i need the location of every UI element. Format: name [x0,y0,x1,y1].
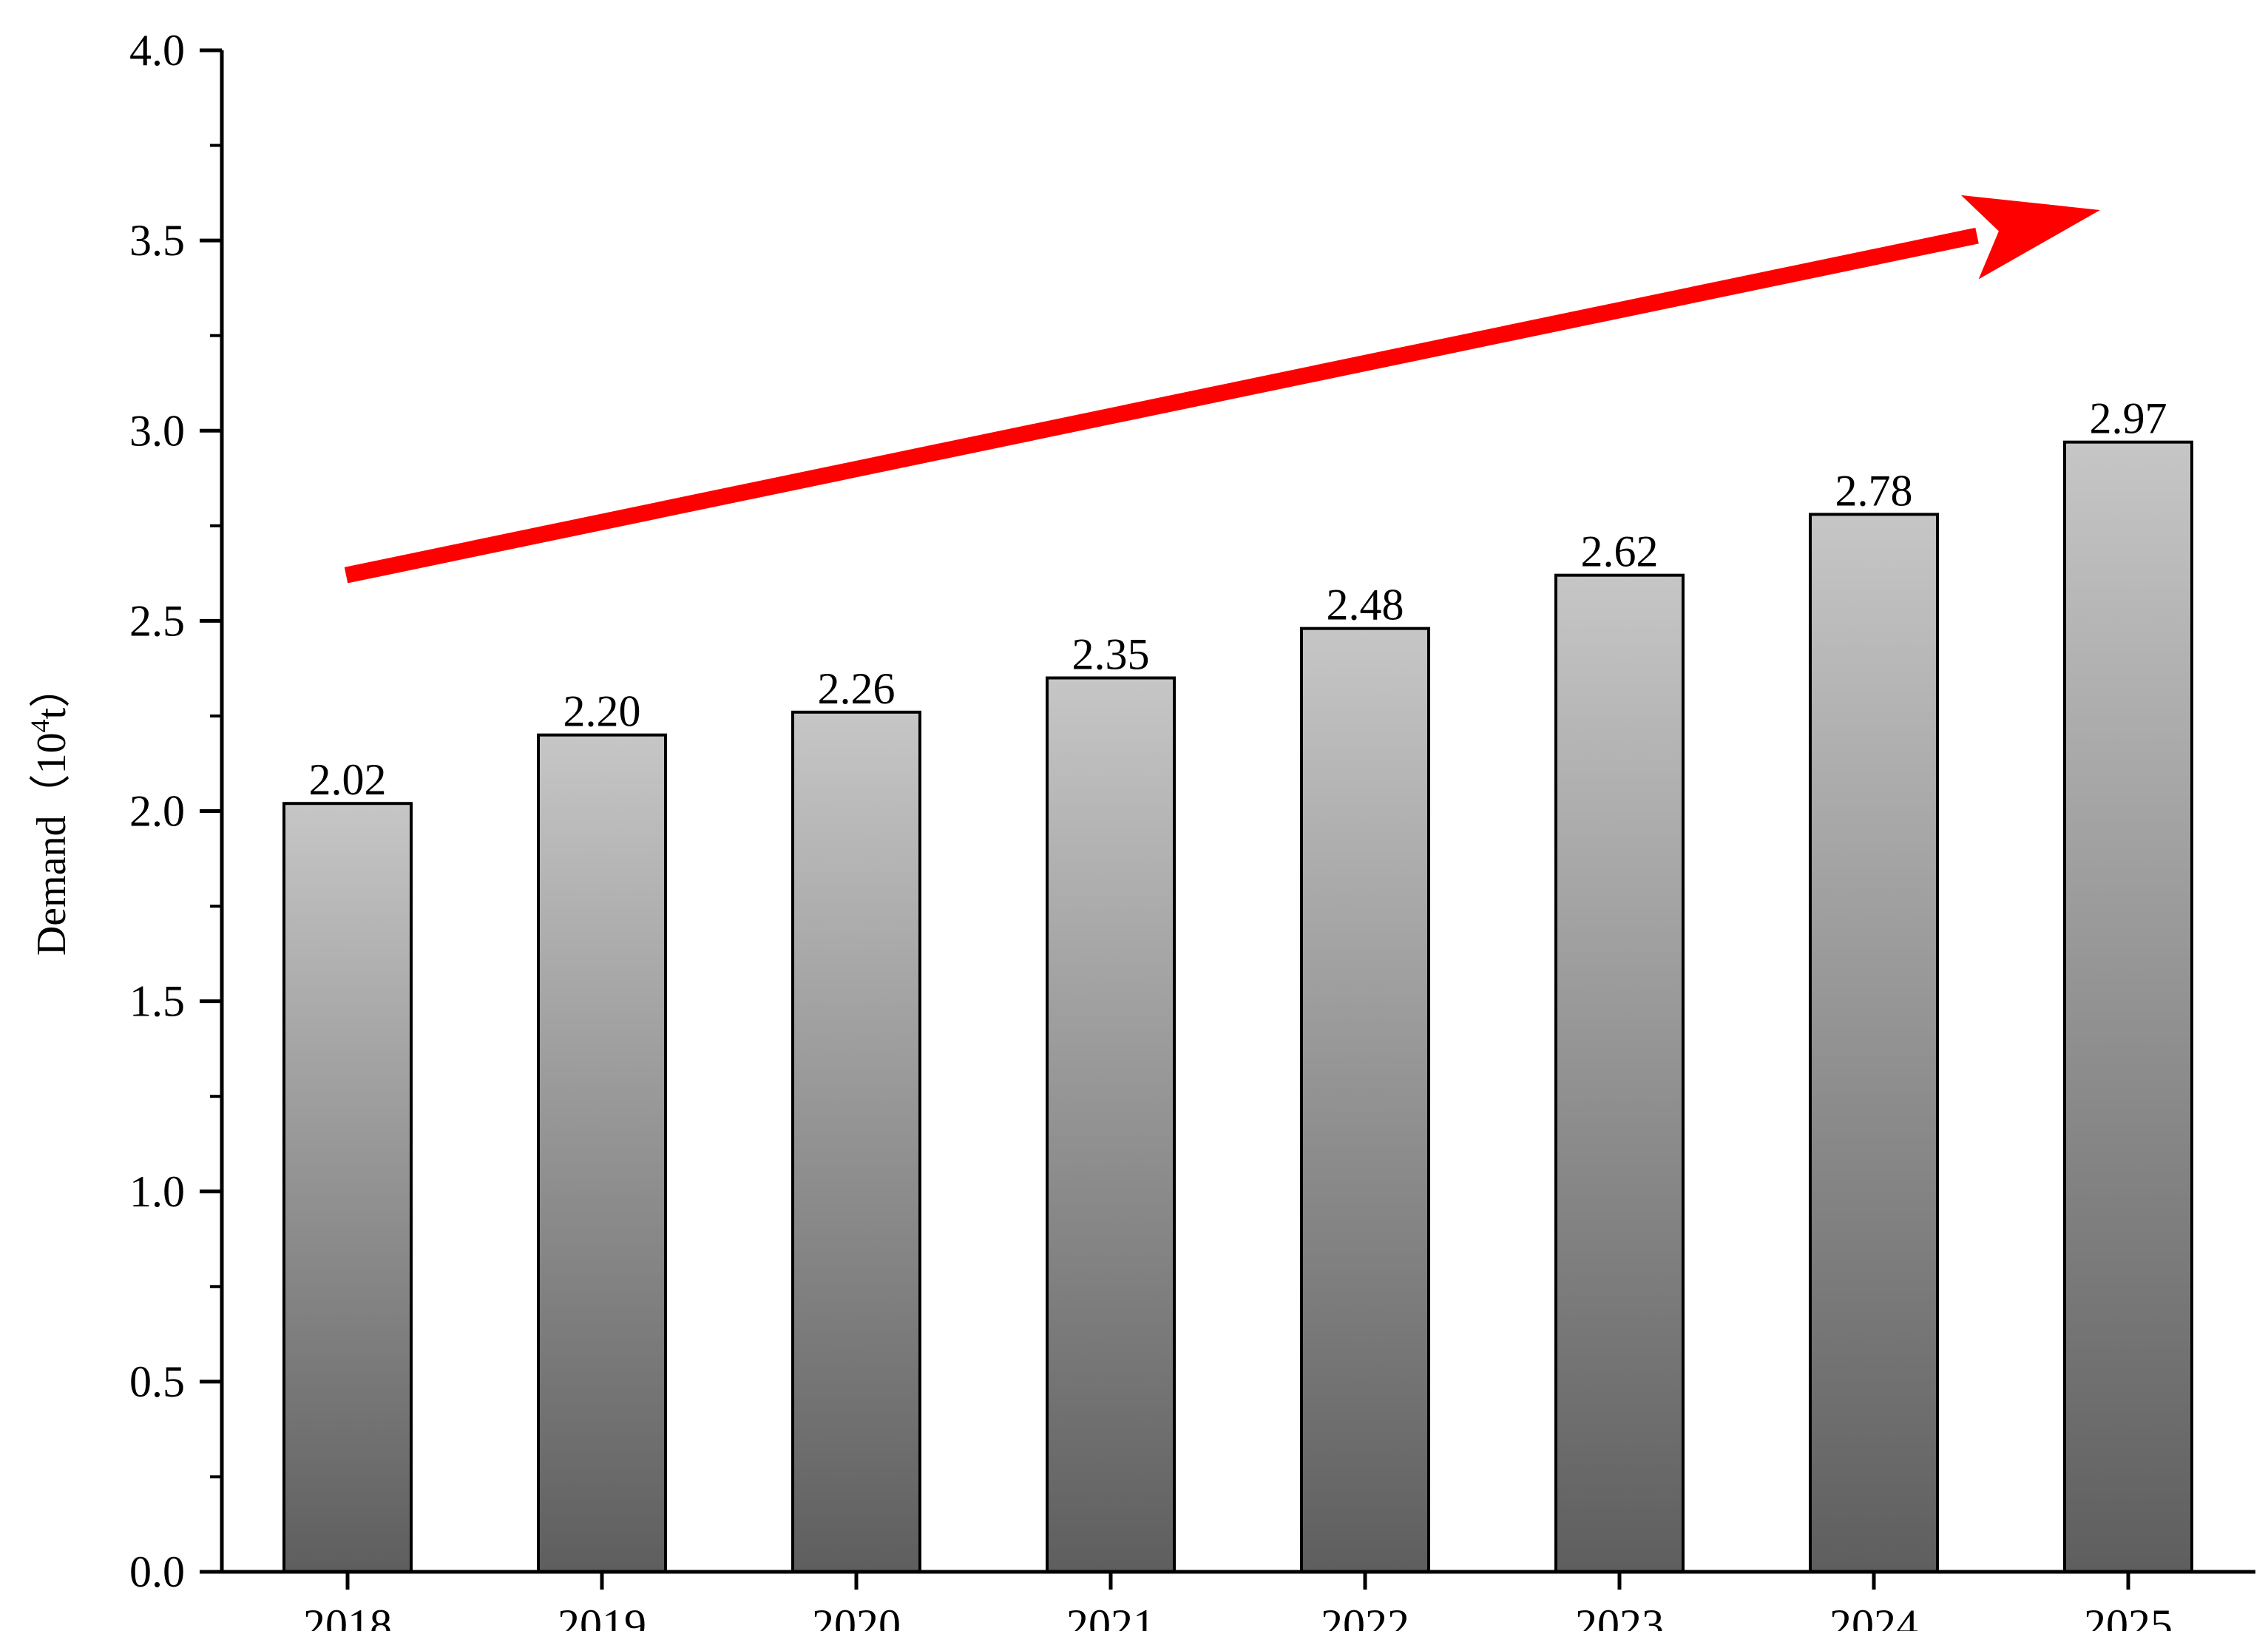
y-ticks-group: 0.0 0.5 1.0 1.5 2.0 2.5 3.0 3.5 4.0 [129,26,222,1596]
value-label-2018: 2.02 [309,755,387,804]
bar-2024 [1809,513,1939,1573]
x-tick-label-2021: 2021 [1066,1601,1155,1631]
x-ticks-group: 2018 2019 2020 2021 2022 2023 2024 2025 [303,1572,2173,1631]
y-tick-label: 2.0 [129,787,185,836]
value-labels-group: 2.02 2.20 2.26 2.35 2.48 2.62 2.78 2.97 [309,394,2167,805]
x-tick-label-2025: 2025 [2084,1601,2173,1631]
trend-arrow-shaft [344,227,1979,584]
bar-2019 [537,733,667,1573]
y-axis-title-superscript: 4 [25,719,55,732]
x-tick-label-2019: 2019 [558,1601,646,1631]
value-label-2024: 2.78 [1835,466,1913,515]
value-label-2025: 2.97 [2090,394,2167,443]
y-tick-label: 1.5 [129,977,185,1026]
y-tick-label: 0.0 [129,1547,185,1596]
x-tick-label-2020: 2020 [812,1601,901,1631]
trend-arrow [344,195,2100,584]
y-axis-title: Demand（104t） [25,666,75,956]
x-tick-label-2018: 2018 [303,1601,392,1631]
x-tick-label-2023: 2023 [1575,1601,1664,1631]
y-axis-title-suffix: t） [29,666,75,720]
value-label-2023: 2.62 [1581,527,1659,576]
y-axis-title-main: Demand（10 [29,732,75,956]
y-tick-label: 4.0 [129,26,185,75]
value-label-2019: 2.20 [563,687,641,736]
value-label-2022: 2.48 [1327,581,1404,629]
value-label-2020: 2.26 [818,664,896,713]
bar-2023 [1554,573,1685,1573]
x-tick-label-2022: 2022 [1321,1601,1409,1631]
trend-arrow-head [1960,195,2100,280]
y-tick-label: 3.5 [129,216,185,265]
bar-2018 [282,802,413,1573]
bar-2020 [791,710,921,1573]
bars-group [282,440,2193,1574]
y-tick-label: 0.5 [129,1357,185,1406]
y-tick-label: 3.0 [129,406,185,455]
bar-2021 [1046,676,1176,1574]
y-tick-label: 1.0 [129,1167,185,1216]
bar-2022 [1300,627,1430,1573]
value-label-2021: 2.35 [1072,630,1150,679]
axes-group [220,50,2255,1574]
bar-2025 [2063,440,2193,1573]
y-tick-label: 2.5 [129,596,185,645]
x-tick-label-2024: 2024 [1829,1601,1918,1631]
